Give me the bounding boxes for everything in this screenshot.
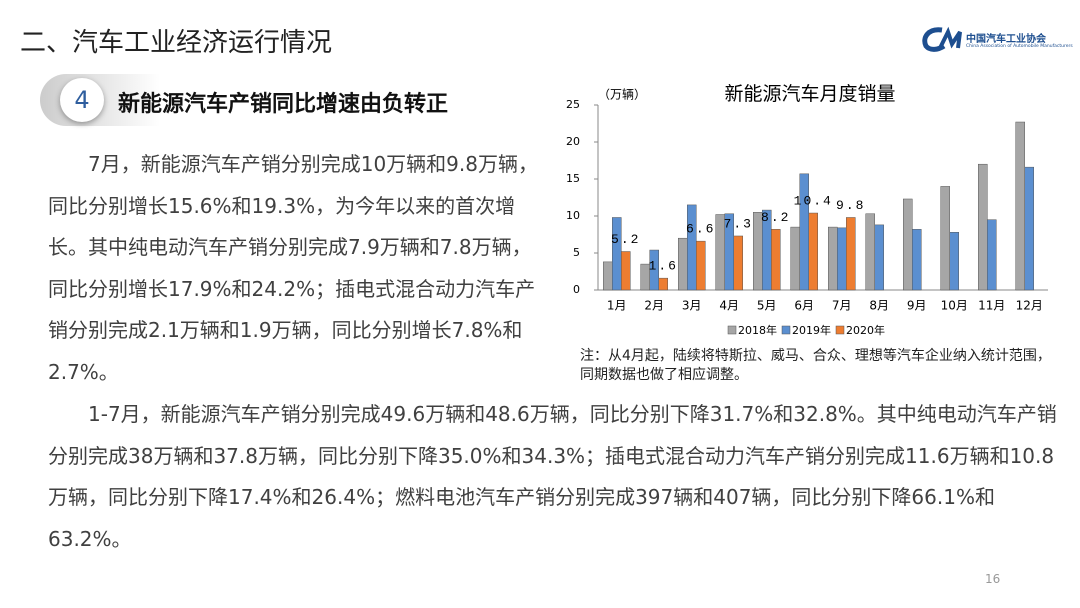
x-tick-label: 11月 bbox=[978, 299, 1005, 313]
y-tick-label: 0 bbox=[573, 283, 580, 296]
bar bbox=[987, 219, 997, 291]
x-tick-label: 2月 bbox=[644, 299, 664, 313]
bar bbox=[949, 232, 959, 291]
x-tick-label: 10月 bbox=[941, 299, 968, 313]
bar bbox=[903, 198, 913, 291]
y-tick-label: 15 bbox=[566, 172, 580, 185]
chart-note: 注：从4月起，陆续将特斯拉、威马、合众、理想等汽车企业纳入统计范围，同期数据也做… bbox=[580, 348, 1051, 383]
bar bbox=[603, 261, 613, 291]
bar bbox=[612, 217, 622, 291]
data-label: 9.8 bbox=[836, 198, 865, 213]
y-tick-label: 25 bbox=[566, 98, 580, 111]
legend-swatch bbox=[781, 325, 791, 335]
y-unit: （万辆） bbox=[598, 88, 646, 102]
bar bbox=[621, 251, 631, 291]
data-label: 8.2 bbox=[761, 210, 790, 225]
logo-name: 中国汽车工业协会 bbox=[966, 34, 1046, 45]
paragraph: 7月，新能源汽车产销分别完成10万辆和9.8万辆，同比分别增长15.6%和19.… bbox=[48, 152, 538, 384]
bar bbox=[940, 186, 950, 291]
bar bbox=[649, 249, 659, 291]
x-tick-label: 8月 bbox=[869, 299, 889, 313]
logo-mark bbox=[922, 26, 962, 52]
bar bbox=[771, 229, 781, 291]
data-label: 7.3 bbox=[724, 216, 753, 231]
x-tick-label: 12月 bbox=[1016, 299, 1043, 313]
data-label: 6.6 bbox=[686, 222, 715, 237]
bar bbox=[790, 226, 800, 291]
y-tick-label: 10 bbox=[566, 209, 580, 222]
x-tick-label: 7月 bbox=[832, 299, 852, 313]
section-number: 4 bbox=[60, 78, 104, 122]
bar bbox=[846, 217, 856, 291]
data-label: 1.6 bbox=[649, 259, 678, 274]
bar bbox=[865, 213, 875, 291]
bar bbox=[978, 163, 988, 291]
bar bbox=[678, 237, 688, 291]
legend-label: 2018年 bbox=[738, 323, 777, 337]
legend-swatch bbox=[727, 325, 737, 335]
slide-title: 二、汽车工业经济运行情况 bbox=[20, 28, 333, 58]
section-heading: 新能源汽车产销同比增速由负转正 bbox=[118, 92, 449, 117]
x-tick-label: 4月 bbox=[719, 299, 739, 313]
bar bbox=[874, 224, 884, 291]
bar bbox=[912, 229, 922, 291]
bar bbox=[828, 226, 838, 291]
legend-label: 2019年 bbox=[792, 323, 831, 337]
legend-label: 2020年 bbox=[846, 323, 885, 337]
x-tick-label: 3月 bbox=[682, 299, 702, 313]
x-tick-label: 6月 bbox=[794, 299, 814, 313]
bar bbox=[1015, 121, 1025, 291]
bar bbox=[837, 227, 847, 291]
bar bbox=[799, 173, 809, 291]
bar bbox=[733, 235, 743, 291]
bar bbox=[808, 212, 818, 291]
bar bbox=[658, 277, 668, 291]
page-number: 16 bbox=[985, 572, 1001, 586]
paragraph: 1-7月，新能源汽车产销分别完成49.6万辆和48.6万辆，同比分别下降31.7… bbox=[48, 402, 1057, 551]
x-tick-label: 5月 bbox=[757, 299, 777, 313]
data-label: 10.4 bbox=[794, 193, 833, 208]
x-tick-label: 1月 bbox=[607, 299, 627, 313]
data-label: 5.2 bbox=[611, 232, 640, 247]
chart: 新能源汽车月度销量 （万辆） 0 5 10 15 20 25 1月 5.2 2月 1.6 3月 6.6… bbox=[566, 83, 1048, 337]
bar bbox=[1024, 166, 1034, 291]
bar bbox=[696, 240, 706, 291]
chart-title: 新能源汽车月度销量 bbox=[724, 83, 895, 105]
x-tick-label: 9月 bbox=[907, 299, 927, 313]
logo-en: China Association of Automobile Manufact… bbox=[966, 44, 1073, 49]
legend-swatch bbox=[835, 325, 845, 335]
y-tick-label: 20 bbox=[566, 135, 580, 148]
bar bbox=[687, 204, 697, 291]
y-tick-label: 5 bbox=[573, 246, 580, 259]
